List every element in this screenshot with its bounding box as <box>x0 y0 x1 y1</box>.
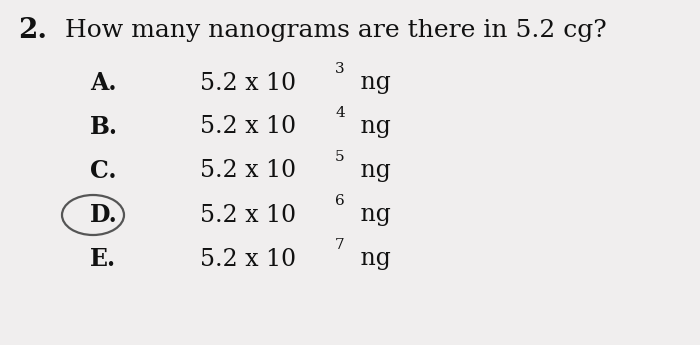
Text: 3: 3 <box>335 62 344 76</box>
Text: E.: E. <box>90 247 116 271</box>
Text: C.: C. <box>90 159 116 183</box>
Text: ng: ng <box>353 204 391 227</box>
Text: 5.2 x 10: 5.2 x 10 <box>200 71 296 95</box>
Text: 4: 4 <box>335 106 344 120</box>
Text: 5.2 x 10: 5.2 x 10 <box>200 159 296 183</box>
Text: 7: 7 <box>335 238 344 252</box>
Text: B.: B. <box>90 115 118 139</box>
Text: ng: ng <box>353 71 391 95</box>
Text: ng: ng <box>353 247 391 270</box>
Text: 5.2 x 10: 5.2 x 10 <box>200 247 296 270</box>
Text: D.: D. <box>90 203 118 227</box>
Text: 6: 6 <box>335 194 344 208</box>
Text: A.: A. <box>90 71 116 95</box>
Text: 2.: 2. <box>18 17 47 43</box>
Text: How many nanograms are there in 5.2 cg?: How many nanograms are there in 5.2 cg? <box>65 19 607 41</box>
Text: ng: ng <box>353 116 391 138</box>
Text: 5.2 x 10: 5.2 x 10 <box>200 204 296 227</box>
Text: ng: ng <box>353 159 391 183</box>
Text: 5: 5 <box>335 150 344 164</box>
Text: 5.2 x 10: 5.2 x 10 <box>200 116 296 138</box>
